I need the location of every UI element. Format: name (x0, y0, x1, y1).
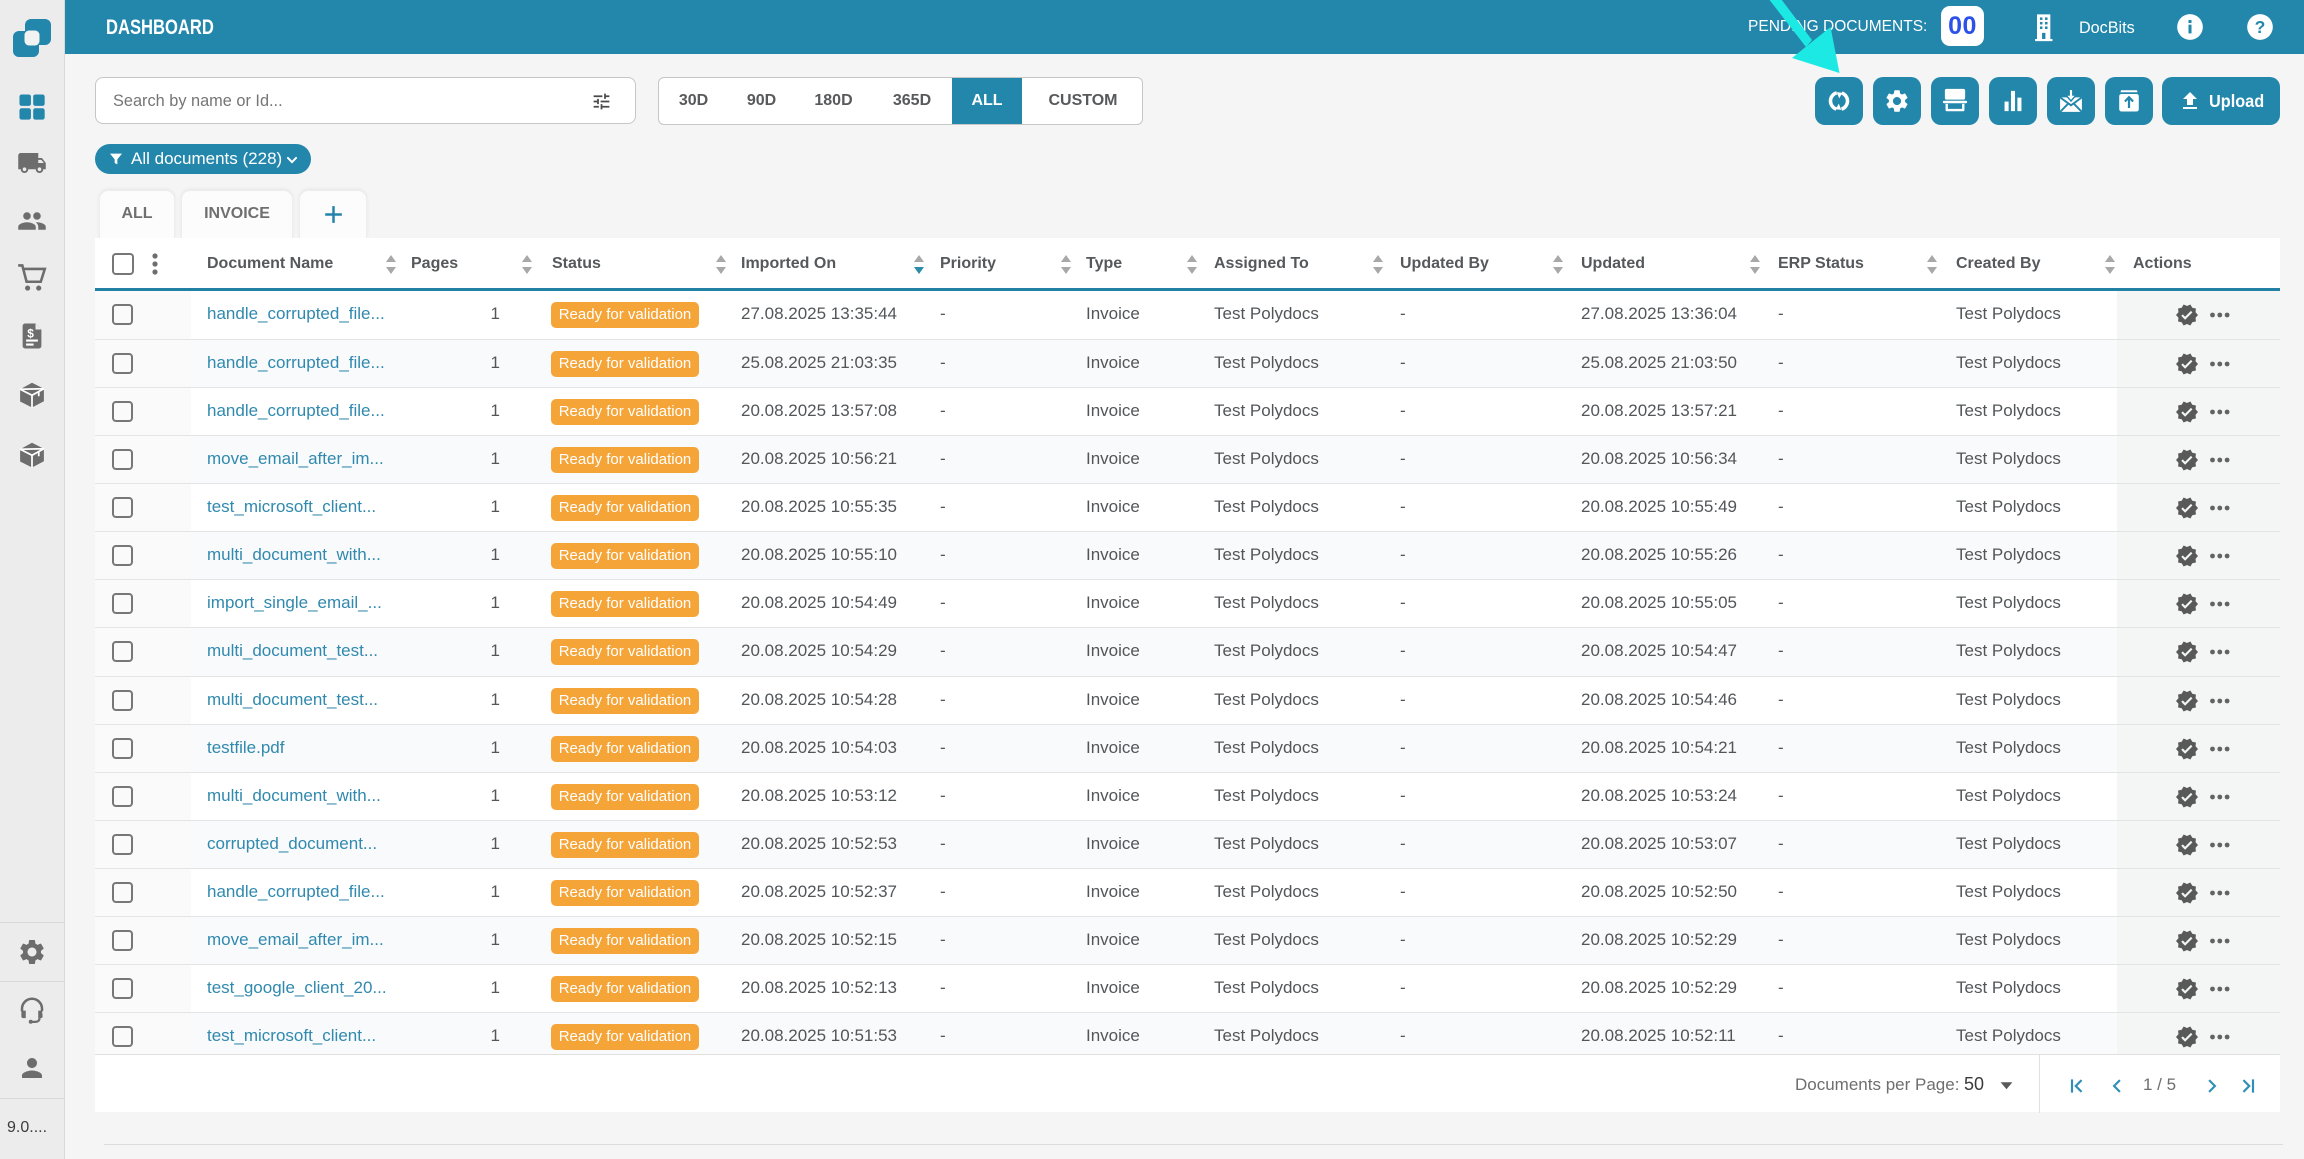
svg-text:?: ? (2255, 17, 2266, 37)
svg-text:$: $ (27, 327, 34, 341)
